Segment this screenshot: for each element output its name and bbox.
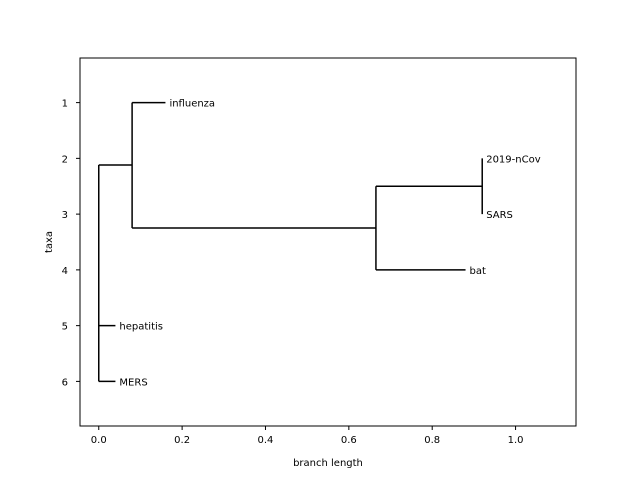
y-axis-ticks: 1 2 3 4 5 6 (62, 99, 80, 388)
leaf-label: influenza (169, 99, 215, 110)
x-axis-label: branch length (293, 458, 363, 469)
y-tick-label: 4 (62, 266, 68, 277)
x-tick-label: 0.0 (91, 435, 107, 446)
leaf-label: hepatitis (119, 322, 163, 333)
plot-frame (79, 57, 577, 427)
tree-branches (98, 101, 483, 383)
y-tick-label: 2 (62, 154, 68, 165)
y-tick-label: 6 (62, 377, 68, 388)
x-tick-label: 0.2 (174, 435, 190, 446)
y-axis-label: taxa (44, 231, 55, 253)
x-tick-label: 0.8 (424, 435, 440, 446)
leaf-label: bat (470, 266, 486, 277)
leaf-label: SARS (486, 210, 513, 221)
leaf-label: 2019-nCov (486, 154, 540, 165)
y-tick-label: 5 (62, 322, 68, 333)
x-tick-label: 0.4 (258, 435, 274, 446)
y-tick-label: 1 (62, 99, 68, 110)
leaf-label: MERS (119, 377, 147, 388)
x-tick-label: 1.0 (508, 435, 524, 446)
leaf-labels: influenza 2019-nCov SARS bat hepatitis MERS (119, 99, 540, 389)
x-tick-label: 0.6 (341, 435, 357, 446)
x-axis-ticks: 0.0 0.2 0.4 0.6 0.8 1.0 (91, 426, 524, 446)
y-tick-label: 3 (62, 210, 68, 221)
